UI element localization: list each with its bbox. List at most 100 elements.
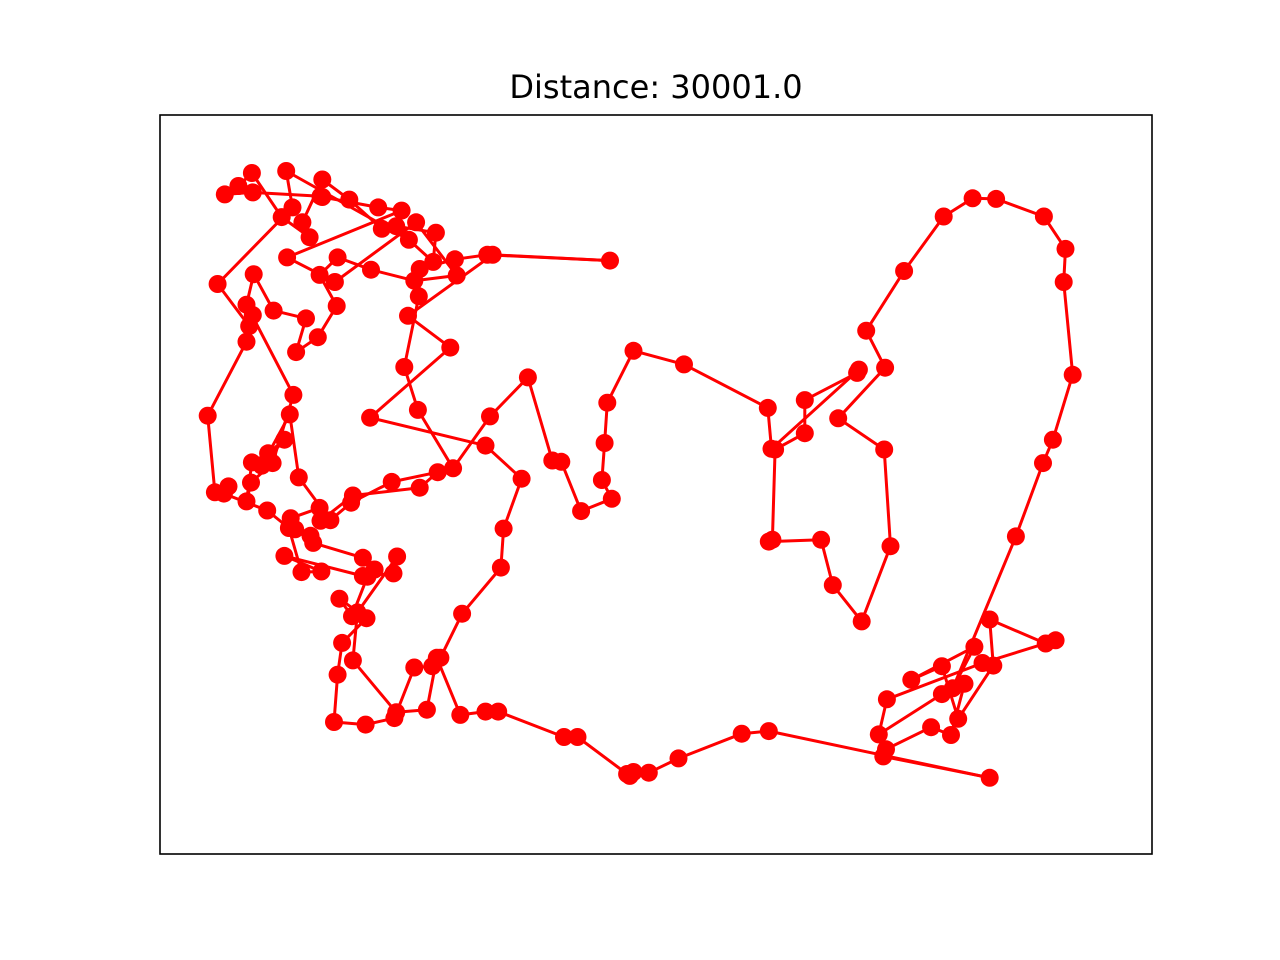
tour-segment bbox=[576, 735, 629, 776]
city-point bbox=[453, 604, 472, 623]
city-point bbox=[984, 656, 1003, 675]
city-point bbox=[934, 207, 953, 226]
city-point bbox=[395, 358, 414, 376]
city-point bbox=[313, 170, 332, 189]
city-point bbox=[669, 749, 688, 768]
city-point bbox=[1056, 239, 1075, 258]
tour-segment bbox=[496, 710, 566, 739]
city-point bbox=[264, 301, 283, 320]
city-point bbox=[592, 471, 611, 489]
city-point bbox=[310, 498, 329, 517]
city-point bbox=[1034, 207, 1053, 226]
city-point bbox=[237, 332, 256, 351]
city-point bbox=[555, 728, 573, 746]
city-point bbox=[624, 341, 643, 360]
city-point bbox=[342, 493, 361, 512]
city-point bbox=[877, 740, 895, 759]
city-point bbox=[275, 430, 294, 449]
city-point bbox=[283, 198, 302, 217]
city-point bbox=[823, 576, 842, 595]
city-point bbox=[849, 360, 868, 379]
city-point bbox=[881, 537, 900, 556]
city-point bbox=[758, 398, 777, 417]
tour-segment bbox=[285, 209, 404, 259]
city-point bbox=[410, 478, 429, 497]
city-point bbox=[405, 658, 424, 677]
city-point bbox=[876, 358, 895, 377]
tour-segment bbox=[882, 448, 892, 548]
tour-segment bbox=[406, 253, 495, 318]
city-point bbox=[198, 406, 217, 425]
city-point bbox=[518, 368, 537, 387]
city-point bbox=[1043, 430, 1062, 449]
city-point bbox=[489, 702, 508, 721]
city-point bbox=[426, 223, 445, 242]
city-point bbox=[852, 612, 871, 631]
city-point bbox=[263, 454, 282, 473]
tour-segment bbox=[491, 253, 612, 263]
city-point bbox=[598, 393, 617, 412]
tour-segment bbox=[864, 269, 906, 333]
city-point bbox=[639, 763, 658, 782]
city-point bbox=[310, 265, 329, 284]
city-point bbox=[829, 409, 848, 428]
city-point bbox=[875, 440, 894, 459]
city-point bbox=[624, 763, 643, 781]
city-point bbox=[895, 262, 914, 280]
tour-segment bbox=[351, 658, 398, 714]
city-point bbox=[1006, 527, 1025, 546]
tour-segment bbox=[902, 215, 946, 273]
city-point bbox=[311, 187, 330, 206]
city-point bbox=[441, 338, 460, 357]
city-point bbox=[399, 306, 417, 325]
tour-segment bbox=[251, 190, 322, 198]
tour-segment bbox=[770, 368, 861, 451]
city-point bbox=[932, 657, 951, 676]
tour-segment bbox=[860, 544, 892, 623]
city-point bbox=[763, 530, 782, 549]
city-point bbox=[543, 451, 562, 470]
tour-segment bbox=[677, 732, 744, 760]
city-point bbox=[595, 434, 614, 452]
city-point bbox=[963, 189, 982, 208]
city-point bbox=[242, 164, 261, 182]
city-point bbox=[292, 563, 311, 582]
city-point bbox=[572, 502, 591, 521]
city-point bbox=[277, 162, 296, 180]
city-point bbox=[494, 519, 513, 538]
city-point bbox=[289, 468, 308, 487]
city-point bbox=[483, 245, 502, 264]
city-point bbox=[382, 472, 401, 491]
city-point bbox=[877, 690, 896, 709]
city-point bbox=[902, 670, 921, 689]
city-point bbox=[279, 519, 298, 537]
tour-segment bbox=[416, 408, 455, 470]
tour-segment bbox=[1062, 280, 1075, 377]
city-point bbox=[444, 459, 463, 478]
city-point bbox=[405, 271, 424, 290]
tour-segment bbox=[206, 414, 217, 494]
city-point bbox=[795, 424, 814, 443]
city-point bbox=[297, 309, 315, 328]
city-point bbox=[387, 703, 406, 722]
city-point bbox=[300, 228, 319, 247]
city-point bbox=[732, 724, 751, 743]
city-point bbox=[675, 355, 693, 374]
city-point bbox=[759, 722, 778, 741]
city-point bbox=[987, 189, 1006, 208]
city-point bbox=[407, 213, 426, 232]
city-point bbox=[481, 407, 499, 426]
city-point bbox=[293, 213, 312, 232]
tour-segment bbox=[956, 664, 995, 721]
city-point bbox=[242, 453, 261, 472]
city-point bbox=[361, 408, 380, 427]
city-point bbox=[1036, 634, 1055, 653]
city-point bbox=[362, 260, 380, 279]
city-point bbox=[243, 306, 262, 325]
city-point bbox=[762, 439, 781, 458]
city-point bbox=[284, 385, 303, 404]
city-point bbox=[445, 250, 464, 269]
city-point bbox=[308, 328, 327, 347]
city-point bbox=[417, 700, 436, 719]
